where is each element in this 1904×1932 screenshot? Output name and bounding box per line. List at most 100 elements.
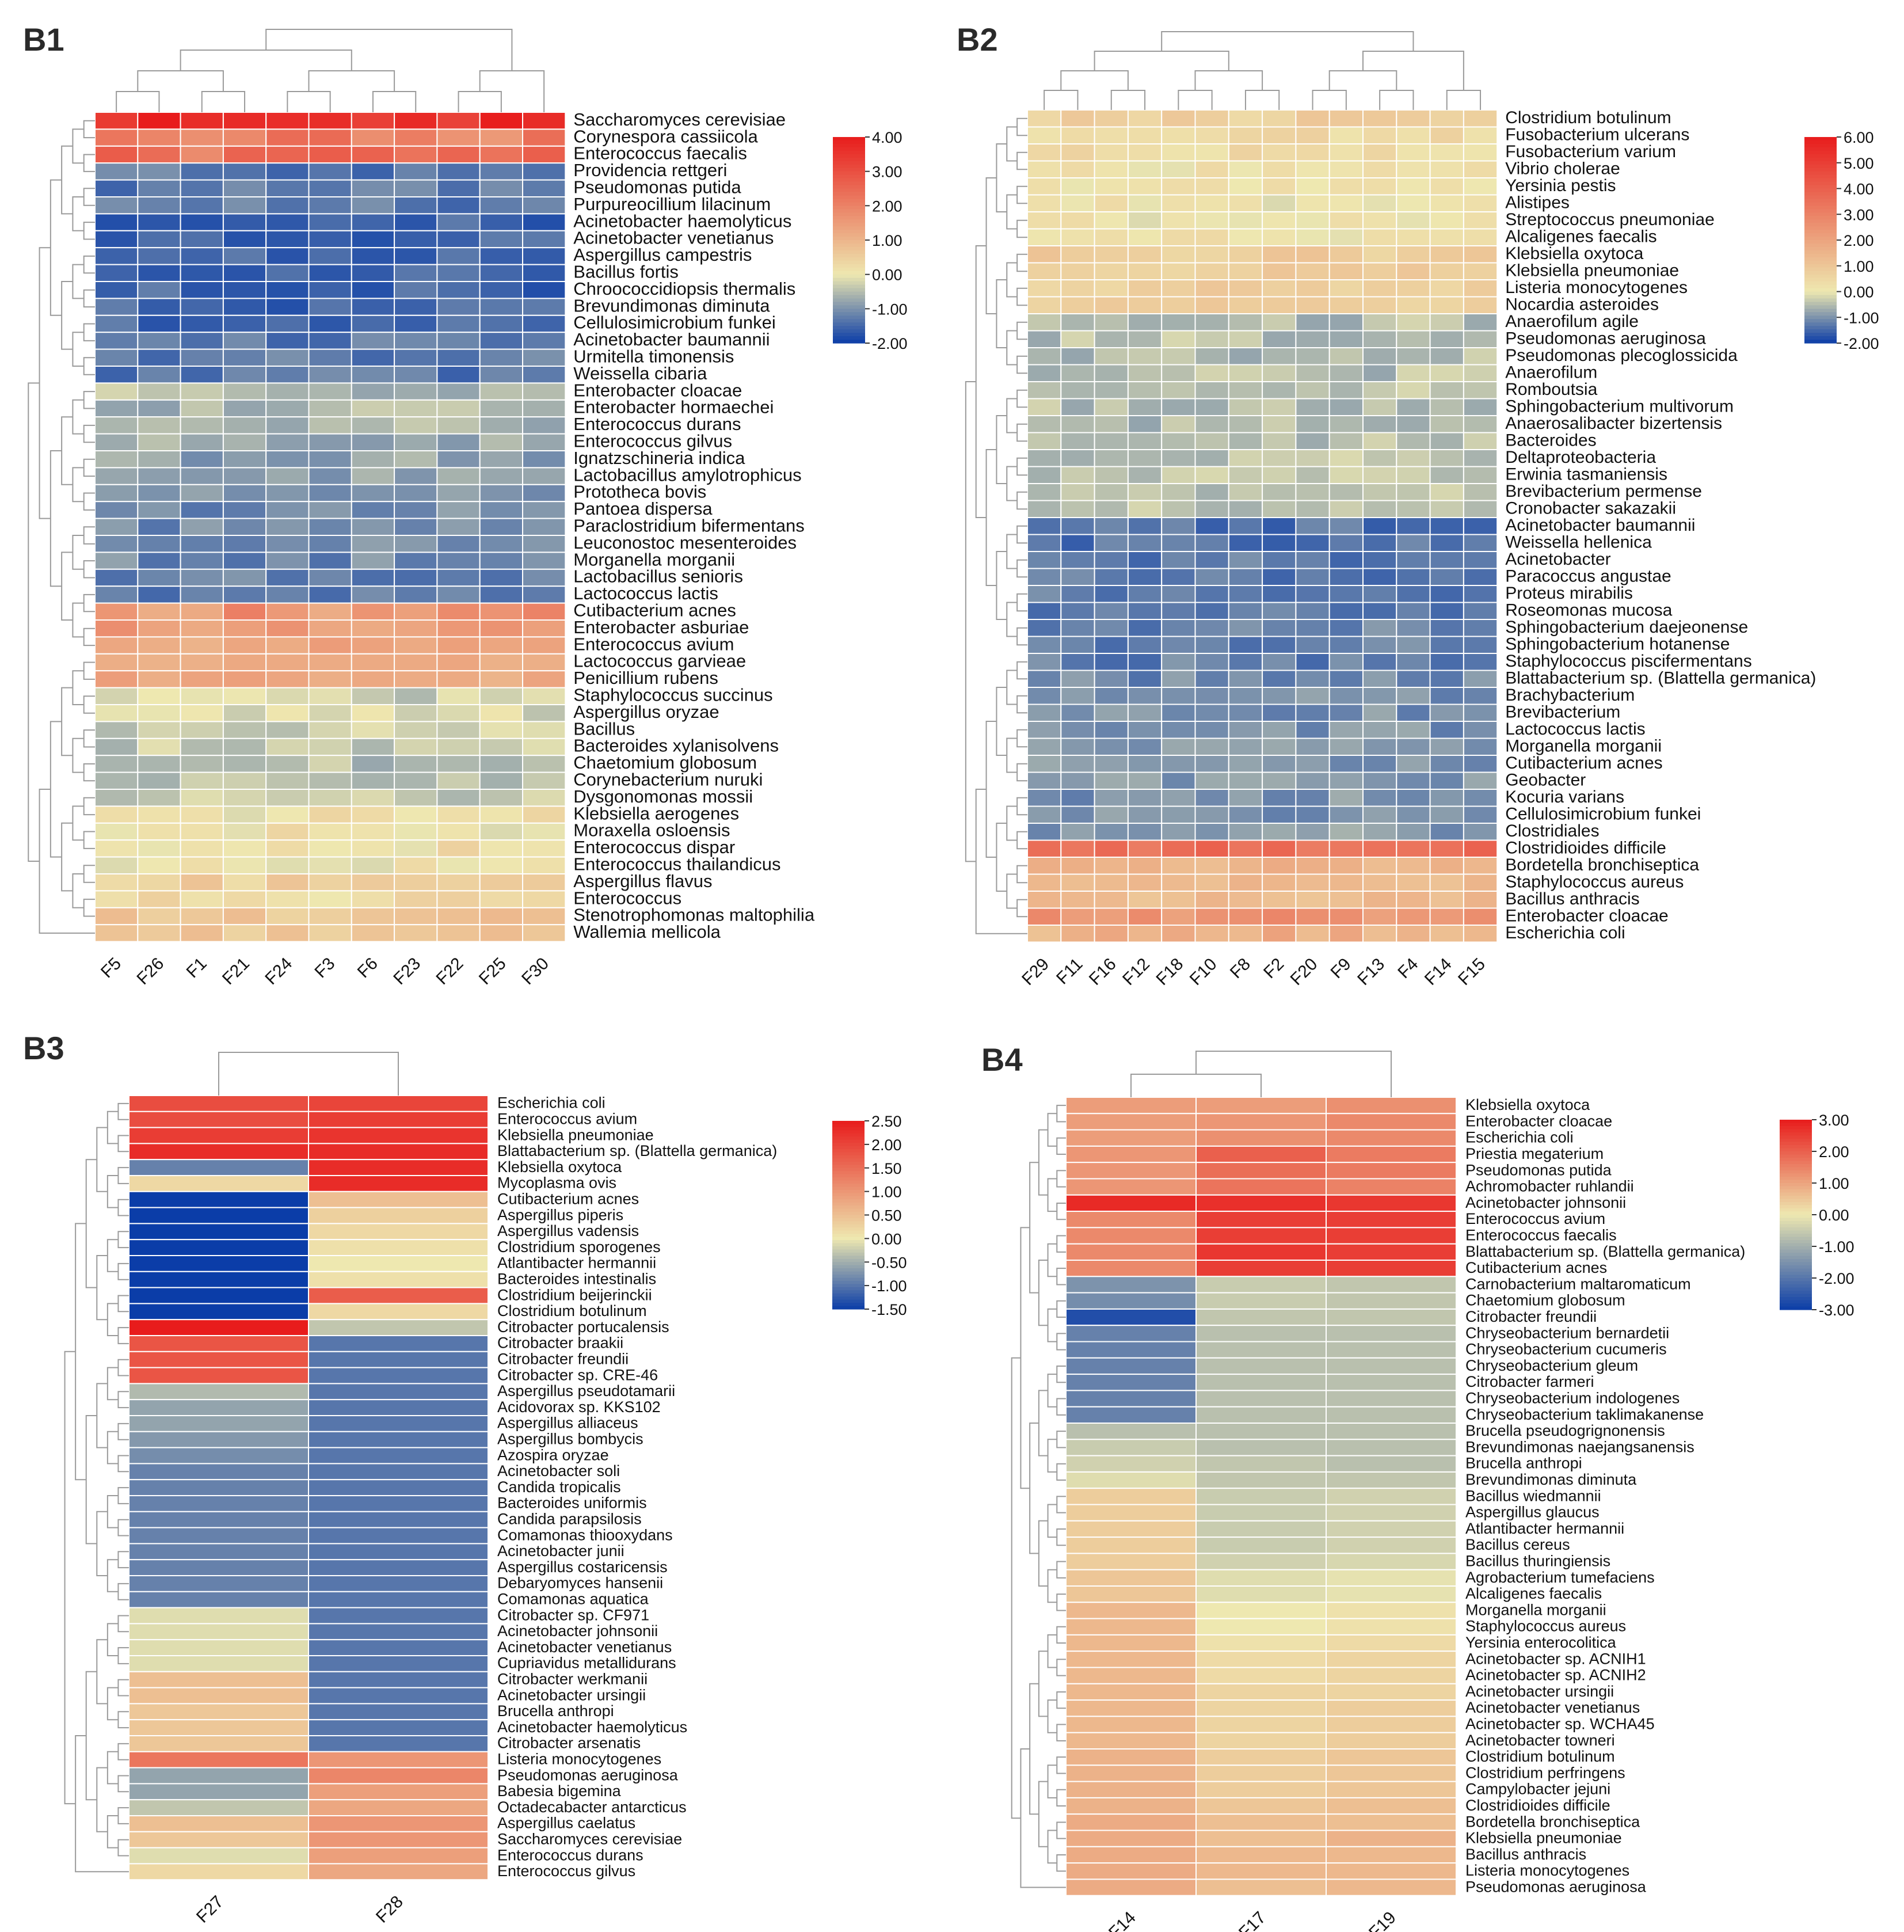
legend-swatch: [1780, 1272, 1812, 1276]
heatmap-cell: [1396, 245, 1431, 264]
dendrogram-branch: [117, 1167, 129, 1184]
row-label: Corynespora cassiicola: [573, 126, 758, 146]
row-label: Acinetobacter haemolyticus: [573, 211, 791, 231]
dendrogram-branch: [1056, 1561, 1066, 1579]
heatmap-cell: [1463, 670, 1498, 688]
heatmap-cell: [436, 247, 481, 265]
heatmap-cell: [351, 399, 395, 418]
heatmap-cell: [436, 366, 481, 384]
heatmap-cell: [128, 1287, 309, 1305]
heatmap-cell: [394, 670, 438, 689]
row-label: Bacteroides: [1505, 431, 1596, 450]
legend-swatch: [833, 202, 865, 206]
heatmap-cell: [128, 1671, 309, 1688]
heatmap-cell: [1326, 1830, 1457, 1847]
legend-swatch: [832, 1212, 865, 1216]
heatmap-cell: [1027, 636, 1062, 654]
heatmap-cell: [1326, 1276, 1457, 1294]
dendrogram-branch: [83, 831, 95, 849]
dendrogram-branch: [75, 1223, 86, 1481]
legend-swatch: [1780, 1237, 1812, 1241]
dendrogram-branch: [61, 416, 73, 485]
heatmap-cell: [351, 737, 395, 756]
row-label: Klebsiella pneumoniae: [1465, 1830, 1622, 1847]
heatmap-cell: [1194, 347, 1229, 366]
dendrogram-branch: [72, 399, 84, 435]
legend-swatch: [1780, 1192, 1812, 1196]
heatmap-cell: [522, 636, 566, 655]
heatmap-cell: [1396, 432, 1431, 450]
dendrogram-branch: [1006, 534, 1018, 569]
heatmap-cell: [436, 552, 481, 570]
heatmap-cell: [1326, 1569, 1457, 1587]
heatmap-cell: [137, 230, 181, 249]
heatmap-cell: [1228, 687, 1263, 705]
dendrogram-branch: [61, 552, 73, 621]
row-label: Staphylococcus aureus: [1465, 1618, 1626, 1635]
heatmap-cell: [1161, 534, 1196, 552]
dendrogram-branch: [1016, 185, 1027, 204]
dendrogram-branch: [1006, 330, 1018, 366]
legend-swatch: [832, 1256, 865, 1260]
heatmap-cell: [137, 298, 181, 316]
heatmap-cell: [128, 1223, 309, 1241]
heatmap-cell: [1228, 517, 1263, 535]
legend-swatch: [1780, 1132, 1812, 1136]
heatmap-cell: [1463, 228, 1498, 246]
column-label: F21: [219, 954, 253, 988]
heatmap-cell: [1228, 737, 1263, 756]
legend-swatch: [832, 1293, 865, 1297]
row-label: Escherichia coli: [1465, 1129, 1574, 1146]
heatmap-cell: [1065, 1211, 1197, 1229]
heatmap-cell: [1194, 296, 1229, 314]
row-label: Bacillus cereus: [1465, 1536, 1570, 1553]
legend-swatch: [1780, 1268, 1812, 1272]
heatmap-cell: [1396, 636, 1431, 654]
heatmap-cell: [1326, 1488, 1457, 1505]
heatmap-cell: [1429, 823, 1464, 841]
heatmap-cell: [137, 501, 181, 519]
heatmap-cell: [1362, 534, 1397, 552]
heatmap-cell: [180, 552, 224, 570]
dendrogram-branch: [975, 245, 987, 518]
heatmap-cell: [1194, 228, 1229, 246]
dendrogram-branch: [83, 695, 95, 714]
heatmap-cell: [1194, 703, 1229, 722]
row-label: Klebsiella pneumoniae: [1505, 261, 1679, 280]
heatmap-cell: [265, 433, 310, 451]
heatmap-cell: [137, 382, 181, 401]
heatmap-cell: [1362, 721, 1397, 739]
dendrogram-branch: [72, 670, 84, 705]
heatmap-cell: [1027, 194, 1062, 212]
heatmap-cell: [1262, 839, 1297, 858]
heatmap-cell: [1127, 109, 1163, 128]
dendrogram-branch: [1016, 355, 1027, 374]
legend-swatch: [833, 161, 865, 165]
legend-swatch: [1804, 336, 1837, 340]
heatmap-cell: [1161, 432, 1196, 450]
legend-swatch: [833, 281, 865, 286]
heatmap-cell: [479, 721, 524, 739]
heatmap-cell: [265, 619, 310, 638]
heatmap-cell: [1060, 703, 1095, 722]
heatmap-cell: [436, 755, 481, 773]
heatmap-cell: [94, 907, 139, 926]
heatmap-cell: [1396, 839, 1431, 858]
heatmap-cell: [1295, 517, 1330, 535]
heatmap-cell: [1195, 1764, 1327, 1782]
legend-swatch: [1780, 1221, 1812, 1225]
legend-swatch: [1804, 157, 1837, 162]
heatmap-cell: [128, 1559, 309, 1576]
heatmap-cell: [308, 1639, 489, 1656]
heatmap-cell: [1027, 703, 1062, 722]
heatmap-cell: [1161, 347, 1196, 366]
heatmap-cell: [522, 467, 566, 485]
heatmap-cell: [1328, 228, 1364, 246]
heatmap-cell: [137, 907, 181, 926]
heatmap-cell: [1463, 313, 1498, 332]
row-label: Carnobacterium maltaromaticum: [1465, 1275, 1691, 1292]
heatmap-cell: [479, 366, 524, 384]
heatmap-cell: [94, 873, 139, 892]
legend-swatch: [1804, 243, 1837, 248]
